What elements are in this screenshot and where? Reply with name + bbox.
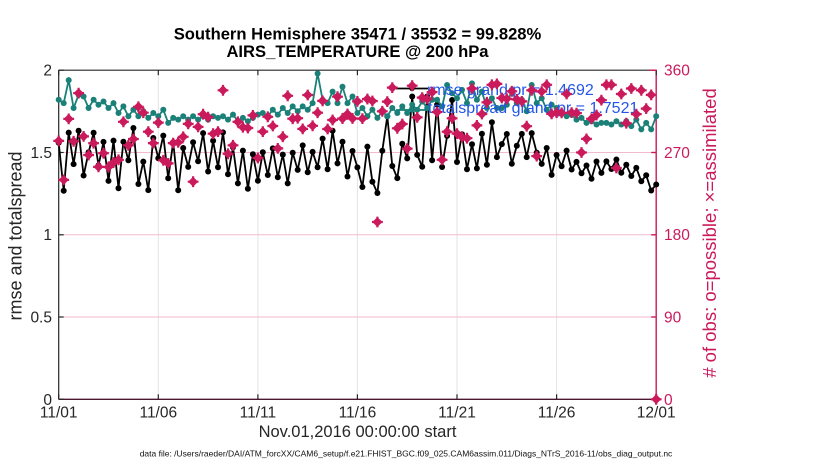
svg-text:12/01: 12/01 [637, 405, 676, 422]
svg-text:1: 1 [43, 227, 52, 244]
svg-text:rmse and totalspread: rmse and totalspread [6, 151, 26, 320]
svg-text:2: 2 [43, 63, 52, 80]
svg-text:Southern Hemisphere 35471 / 35: Southern Hemisphere 35471 / 35532 = 99.8… [174, 25, 542, 44]
svg-text:data file: /Users/raeder/DAI/A: data file: /Users/raeder/DAI/ATM_forcXX/… [140, 449, 673, 459]
svg-text:11/11: 11/11 [240, 405, 277, 422]
svg-text:# of obs: o=possible; ×=assimi: # of obs: o=possible; ×=assimilated [699, 88, 720, 378]
svg-text:360: 360 [664, 63, 690, 80]
svg-text:totalspread grand pr = 1.7521: totalspread grand pr = 1.7521 [428, 100, 638, 117]
svg-text:11/06: 11/06 [139, 405, 177, 422]
svg-text:0: 0 [664, 392, 673, 409]
svg-text:11/26: 11/26 [538, 405, 576, 422]
svg-text:90: 90 [664, 310, 682, 327]
svg-text:11/01: 11/01 [40, 405, 78, 422]
svg-text:0: 0 [43, 392, 52, 409]
svg-text:11/21: 11/21 [438, 405, 476, 422]
svg-text:11/16: 11/16 [339, 405, 377, 422]
svg-text:270: 270 [664, 145, 690, 162]
svg-text:AIRS_TEMPERATURE @ 200 hPa: AIRS_TEMPERATURE @ 200 hPa [226, 42, 489, 61]
svg-text:1.5: 1.5 [30, 145, 52, 162]
svg-text:0.5: 0.5 [30, 310, 52, 327]
svg-text:180: 180 [664, 227, 690, 244]
svg-text:Nov.01,2016 00:00:00 start: Nov.01,2016 00:00:00 start [259, 423, 457, 441]
